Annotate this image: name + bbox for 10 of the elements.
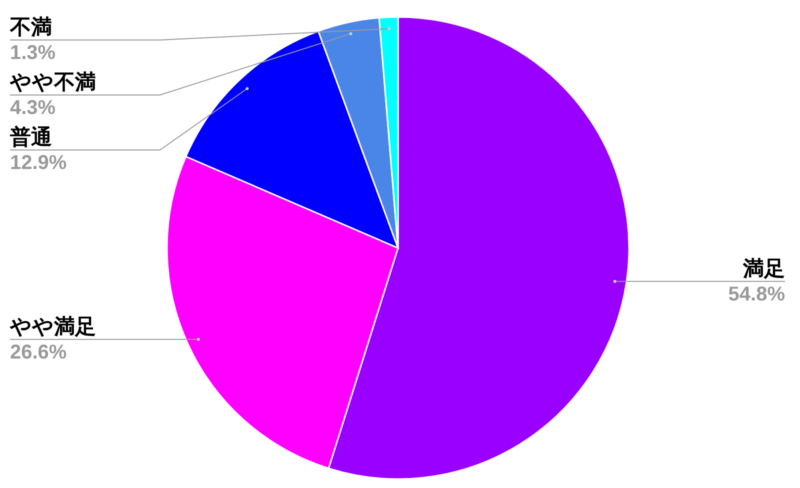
- slice-label: やや満足: [9, 315, 96, 338]
- slice-label: 不満: [9, 16, 52, 39]
- slice-label: 普通: [9, 125, 52, 149]
- data-label: 26.6%: [10, 341, 67, 364]
- data-label: 4.3%: [10, 97, 56, 119]
- slice-label: 満足: [742, 257, 785, 280]
- data-label: 12.9%: [10, 152, 67, 174]
- data-label: 54.8%: [728, 283, 786, 306]
- data-label: 1.3%: [10, 42, 56, 64]
- slice-label: やや不満: [9, 71, 96, 94]
